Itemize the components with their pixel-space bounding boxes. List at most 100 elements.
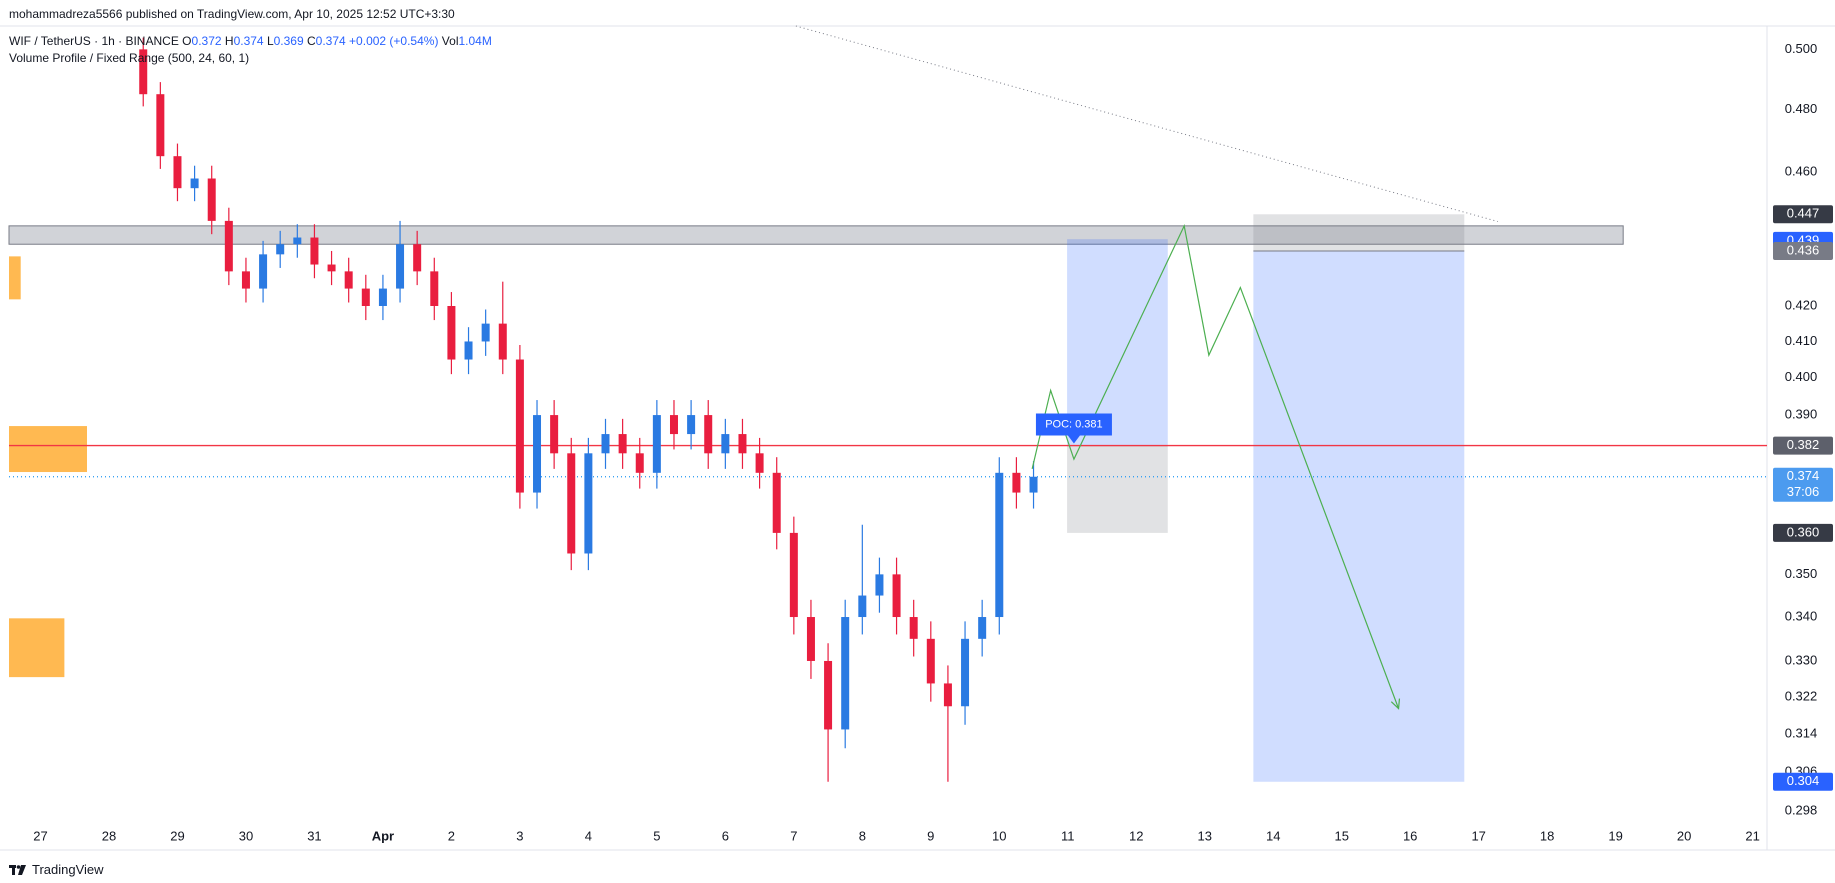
candle-body [652,415,661,473]
y-tick-label: 0.340 [1785,608,1818,623]
position-target [1253,250,1465,782]
y-tick-label: 0.322 [1785,689,1818,704]
volume-profile-row [9,256,21,300]
price-tag-label: 0.374 [1787,468,1820,483]
candle-body [584,453,593,554]
x-tick-label: 27 [33,828,47,843]
candle-body [173,156,182,189]
y-tick-label: 0.460 [1785,164,1818,179]
change: +0.002 (+0.54%) [349,34,439,48]
y-tick-label: 0.350 [1785,566,1818,581]
price-tag [1773,205,1833,224]
y-tick-label: 0.314 [1785,726,1818,741]
y-tick-label: 0.480 [1785,101,1818,116]
candle-body [789,532,798,618]
candle-body [396,244,405,289]
candle-body [293,237,302,245]
ohlc-value: 0.374 [315,34,346,48]
indicator-legend: Volume Profile / Fixed Range (500, 24, 6… [9,51,250,65]
projection-arrowhead [1390,698,1401,710]
candle-body [533,415,542,493]
candle-body [961,638,970,707]
candle-body [909,617,918,639]
candle-body [447,305,456,360]
symbol-legend: WIF / TetherUS · 1h · BINANCE O0.372 H0.… [9,34,492,48]
price-tag-label: 0.382 [1787,437,1820,452]
price-tag-label: 0.360 [1787,524,1820,539]
candle-body [858,595,867,618]
ohlc-key: H [224,34,234,48]
candle-body [635,453,644,473]
candle-body [824,660,833,730]
candle-body [943,683,952,707]
axes: 0.500 0.480 0.460 0.420 0.410 0.400 0.390 0.350… [33,41,1833,843]
ohlc-key: C [307,34,316,48]
candle-body [1029,476,1038,493]
footer: TradingView [9,862,104,877]
y-tick-label: 0.500 [1785,41,1818,56]
y-tick-label: 0.400 [1785,369,1818,384]
candle-body [310,237,319,265]
price-countdown: 37:06 [1787,484,1820,499]
x-tick-label: 10 [992,828,1006,843]
candle-body [550,415,559,454]
candle-body [481,323,490,342]
trend-line [795,25,1498,223]
y-tick-label: 0.420 [1785,297,1818,312]
overlays: POC: 0.381 [1031,223,1401,710]
candle-body [806,617,815,661]
candle-body [156,94,165,157]
price-tag [1773,467,1833,502]
candle-body [841,617,850,730]
price-tag [1773,436,1833,455]
candle-body [926,638,935,684]
candle-body [687,415,696,435]
y-tick-label: 0.330 [1785,652,1818,667]
volume-key: Vol [441,34,459,48]
brand-name: TradingView [32,862,104,877]
x-tick-label: 3 [516,828,523,843]
position-target [1067,239,1168,446]
x-tick-label: 19 [1608,828,1622,843]
x-tick-label: 21 [1745,828,1759,843]
ohlc-value: 0.369 [273,34,304,48]
candles [139,37,1038,782]
candle-body [464,341,473,360]
x-tick-label: 31 [307,828,321,843]
candle-body [190,178,199,189]
price-tag [1773,241,1833,260]
volume-profile-row [9,426,87,473]
candle-body [875,574,884,596]
candle-body [601,434,610,454]
x-tick-label: 2 [448,828,455,843]
x-tick-label: 20 [1677,828,1691,843]
y-tick-label: 0.298 [1785,803,1818,818]
candle-body [139,49,148,95]
x-tick-label: 5 [653,828,660,843]
x-tick-label: 9 [927,828,934,843]
x-tick-label: 4 [585,828,592,843]
candle-body [567,453,576,554]
candle-body [413,244,422,272]
candle-body [738,434,747,454]
volume-profile-row [9,618,65,678]
brand-logo [9,864,26,875]
candle-body [669,415,678,435]
x-tick-label: 16 [1403,828,1417,843]
candle-body [704,415,713,454]
candle-body [892,574,901,618]
candle-body [276,244,285,255]
resistance-zone [8,225,1624,245]
x-tick-label: 15 [1334,828,1348,843]
candle-body [327,264,336,272]
candle-body [207,178,216,221]
ohlc-value: 0.374 [233,34,264,48]
candle-body [721,434,730,454]
x-tick-label: 8 [859,828,866,843]
x-tick-label: 28 [102,828,116,843]
candle-body [259,254,268,289]
x-tick-label: 29 [170,828,184,843]
candle-body [498,323,507,360]
